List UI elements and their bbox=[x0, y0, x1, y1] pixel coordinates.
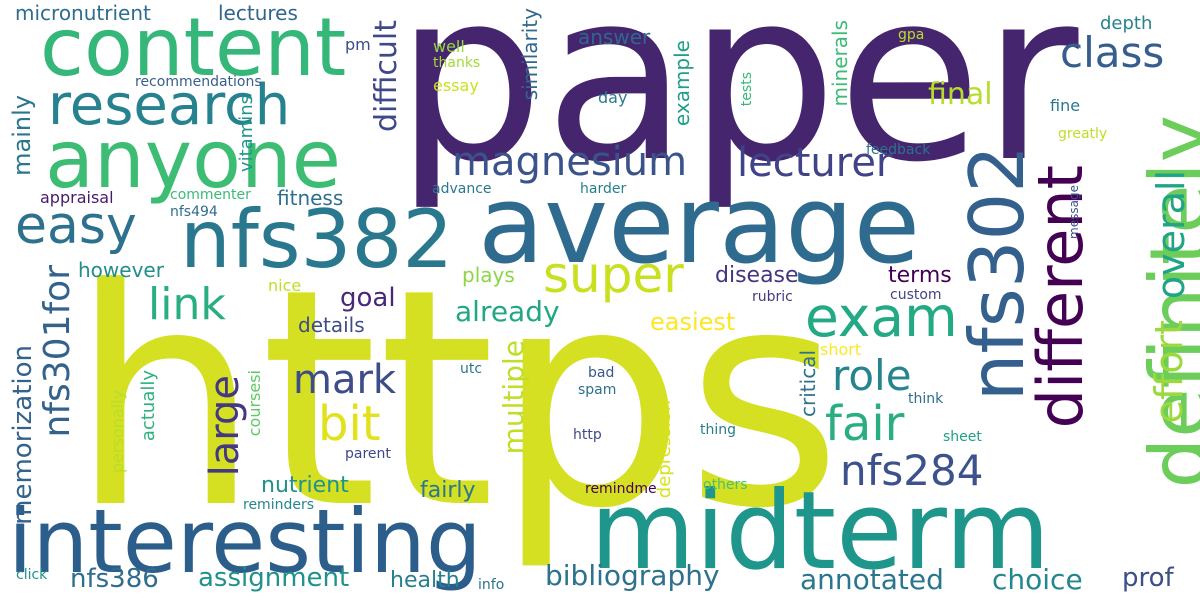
word-message: message bbox=[1067, 185, 1081, 239]
word-exam: exam bbox=[805, 285, 958, 349]
word-depth: depth bbox=[1100, 13, 1153, 34]
word-personally: personally bbox=[108, 390, 127, 474]
word-choice: choice bbox=[992, 563, 1083, 596]
word-harder: harder bbox=[580, 181, 627, 197]
word-feedback: feedback bbox=[866, 142, 931, 158]
word-actually: actually bbox=[138, 370, 159, 442]
word-terms: terms bbox=[888, 263, 952, 288]
word-remindme: remindme bbox=[585, 481, 657, 497]
word-depression: depression bbox=[654, 400, 675, 499]
word-mark: mark bbox=[293, 357, 397, 403]
word-appraisal: appraisal bbox=[40, 188, 114, 207]
word-link: link bbox=[148, 279, 226, 330]
word-anyone: anyone bbox=[45, 113, 341, 206]
word-recommendations: recommendations bbox=[135, 74, 262, 90]
word-goal: goal bbox=[340, 283, 396, 313]
word-spam: spam bbox=[578, 382, 617, 398]
word-essay: essay bbox=[433, 76, 479, 95]
word-fair: fair bbox=[825, 396, 905, 452]
word-paper: paper bbox=[395, 0, 1079, 214]
word-multiple: multiple bbox=[497, 340, 530, 455]
word-micronutrient: micronutrient bbox=[15, 1, 151, 25]
word-bibliography: bibliography bbox=[545, 559, 720, 592]
word-think: think bbox=[908, 391, 944, 407]
word-day: day bbox=[598, 88, 628, 107]
word-details: details bbox=[298, 313, 365, 337]
word-nfs301for: nfs301for bbox=[37, 265, 78, 438]
word-assignment: assignment bbox=[198, 563, 350, 593]
word-vitamins: vitamins bbox=[236, 95, 257, 173]
word-rubric: rubric bbox=[752, 289, 793, 305]
word-nutrient: nutrient bbox=[261, 473, 349, 498]
word-however: however bbox=[78, 258, 164, 282]
word-commenter: commenter bbox=[170, 187, 251, 203]
word-answer: answer bbox=[578, 25, 651, 49]
word-minerals: minerals bbox=[828, 20, 852, 107]
word-midterm: midterm bbox=[590, 469, 1051, 594]
word-pm: pm bbox=[345, 35, 371, 54]
word-http: http bbox=[573, 427, 602, 443]
word-thanks: thanks bbox=[433, 55, 481, 71]
word-memorization: memorization bbox=[8, 345, 38, 525]
word-health: health bbox=[390, 568, 460, 593]
word-example: example bbox=[670, 40, 694, 127]
word-info: info bbox=[478, 577, 505, 593]
word-nfs382: nfs382 bbox=[180, 193, 454, 286]
word-fine: fine bbox=[1050, 96, 1081, 115]
word-role: role bbox=[832, 351, 912, 400]
word-others: others bbox=[703, 477, 748, 493]
word-tests: tests bbox=[739, 72, 755, 107]
word-effort: effort bbox=[1147, 320, 1191, 424]
word-class: class bbox=[1060, 28, 1165, 77]
word-lectures: lectures bbox=[218, 1, 298, 25]
word-mainly: mainly bbox=[8, 95, 36, 176]
word-magnesium: magnesium bbox=[452, 139, 688, 185]
word-greatly: greatly bbox=[1058, 126, 1108, 142]
word-lecturer: lecturer bbox=[737, 140, 893, 186]
word-coursesi: coursesi bbox=[245, 370, 264, 437]
word-gpa: gpa bbox=[898, 27, 925, 43]
word-well: well bbox=[433, 37, 465, 56]
word-research: research bbox=[48, 73, 291, 138]
word-advance: advance bbox=[432, 181, 492, 197]
word-plays: plays bbox=[462, 263, 515, 287]
word-critical: critical bbox=[796, 350, 820, 417]
word-disease: disease bbox=[715, 263, 799, 288]
word-bit: bit bbox=[318, 396, 381, 452]
word-easy: easy bbox=[15, 196, 137, 256]
word-fitness: fitness bbox=[277, 186, 344, 210]
word-super: super bbox=[543, 246, 684, 304]
word-nfs386: nfs386 bbox=[70, 564, 159, 594]
word-large: large bbox=[202, 375, 248, 477]
word-easiest: easiest bbox=[650, 308, 736, 336]
word-nice: nice bbox=[268, 276, 302, 295]
word-reminders: reminders bbox=[243, 497, 315, 513]
word-difficult: difficult bbox=[369, 20, 404, 132]
word-sheet: sheet bbox=[943, 429, 982, 445]
word-similarity: similarity bbox=[518, 8, 542, 101]
word-https: https bbox=[70, 225, 843, 574]
word-short: short bbox=[820, 340, 862, 359]
word-final: final bbox=[928, 77, 993, 112]
word-annotated: annotated bbox=[800, 563, 944, 596]
word-overall: overall bbox=[1149, 170, 1193, 300]
word-thing: thing bbox=[700, 422, 737, 438]
word-fairly: fairly bbox=[420, 478, 476, 503]
word-nfs494: nfs494 bbox=[170, 204, 218, 220]
word-average: average bbox=[478, 163, 921, 288]
word-bad: bad bbox=[588, 365, 615, 381]
word-prof: prof bbox=[1122, 563, 1174, 593]
word-already: already bbox=[455, 295, 560, 328]
word-content: content bbox=[40, 1, 347, 94]
word-interesting: interesting bbox=[8, 490, 482, 593]
word-different: different bbox=[1024, 165, 1097, 429]
word-utc: utc bbox=[460, 361, 483, 377]
word-click: click bbox=[16, 567, 48, 583]
word-custom: custom bbox=[890, 287, 942, 303]
word-parent: parent bbox=[345, 446, 391, 462]
word-nfs284: nfs284 bbox=[840, 446, 984, 495]
